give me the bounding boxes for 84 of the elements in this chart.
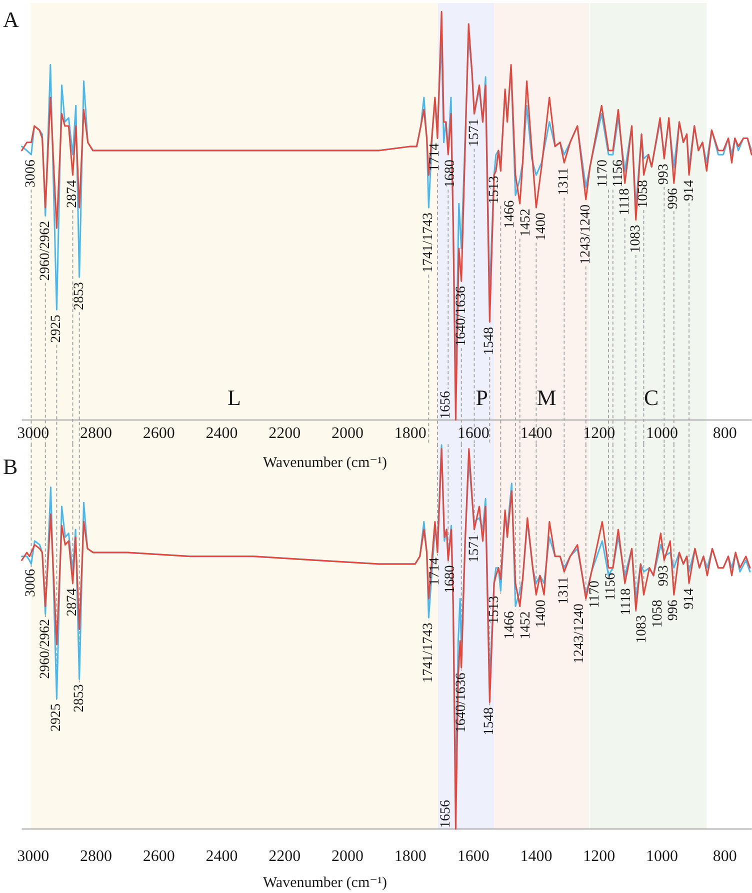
annotation: 1156	[611, 160, 626, 188]
x-tick-label: 1600	[457, 425, 490, 442]
annotation: 2853	[72, 684, 87, 712]
annotation: 996	[666, 600, 682, 621]
x-tick-label: 1000	[646, 425, 678, 442]
x-tick-label: 1400	[520, 848, 552, 865]
annotation: 1571	[466, 534, 482, 562]
annotation: 1058	[636, 180, 652, 208]
band-label: L	[227, 385, 241, 410]
annotation: 2853	[72, 282, 87, 310]
annotation: 2960/2962	[38, 220, 53, 281]
annotation: 1548	[482, 327, 498, 356]
annotation: 1400	[534, 600, 550, 628]
annotation: 993	[656, 164, 672, 185]
x-tick-label: 1800	[394, 848, 426, 865]
annotation: 1640/1636	[454, 286, 469, 346]
annotation: 1156	[603, 572, 618, 600]
x-tick-label: 2600	[142, 425, 175, 442]
annotation: 3006	[24, 160, 39, 188]
band-label: P	[476, 385, 488, 410]
x-tick-label: 2200	[268, 848, 301, 865]
band-label: C	[644, 385, 659, 410]
annotation: 1680	[443, 565, 458, 594]
band-label: M	[536, 385, 556, 410]
annotation: 1118	[619, 588, 634, 616]
annotation: 1548	[482, 707, 498, 736]
x-tick-label: 1200	[583, 848, 616, 865]
annotation: 1243/1240	[572, 604, 588, 664]
annotation: 1656	[438, 800, 454, 828]
annotation: 1571	[466, 118, 482, 147]
annotation: 1680	[443, 160, 458, 188]
x-tick-label: 1600	[457, 848, 490, 865]
annotation: 914	[682, 588, 697, 610]
chart-title: B	[3, 454, 18, 479]
annotation: 3006	[24, 569, 39, 598]
annotation: 1452	[518, 611, 534, 640]
annotation: 2925	[49, 314, 64, 343]
x-tick-label: 2400	[206, 848, 238, 865]
x-tick-label: 800	[712, 425, 737, 442]
chart-title: A	[3, 7, 19, 32]
annotation: 1714	[427, 558, 442, 586]
annotation: 1513	[487, 596, 502, 624]
annotation: 1452	[518, 208, 534, 237]
annotation: 1741/1743	[421, 622, 436, 683]
x-tick-label: 2600	[142, 848, 175, 865]
annotation: 996	[666, 188, 682, 210]
annotation: 1311	[556, 576, 572, 604]
x-tick-label: 1200	[583, 425, 616, 442]
annotation: 1714	[427, 143, 442, 172]
annotation: 1741/1743	[421, 212, 436, 273]
x-tick-label: 1800	[394, 425, 426, 442]
annotation: 2960/2962	[38, 618, 53, 679]
annotation: 1640/1636	[454, 672, 469, 733]
annotation: 2874	[65, 588, 80, 616]
annotation: 1466	[502, 200, 518, 228]
annotation: 1656	[438, 391, 454, 419]
annotation: 1311	[556, 168, 572, 196]
annotation: 1058	[650, 600, 666, 628]
x-tick-label: 2200	[268, 425, 301, 442]
annotation: 1083	[628, 224, 644, 253]
x-tick-label: 2800	[80, 848, 112, 865]
x-axis-title: Wavenumber (cm⁻¹)	[262, 875, 388, 891]
x-tick-label: 3000	[17, 848, 50, 865]
annotation: 1513	[487, 176, 502, 204]
annotation: 1170	[588, 580, 603, 608]
x-tick-label: 1400	[520, 425, 552, 442]
annotation: 2874	[65, 180, 80, 208]
x-tick-label: 2000	[332, 425, 364, 442]
x-axis-title: Wavenumber (cm⁻¹)	[262, 455, 388, 471]
x-tick-label: 2800	[80, 425, 112, 442]
annotation: 1170	[595, 160, 610, 188]
x-tick-label: 2400	[206, 425, 238, 442]
annotation: 2925	[49, 703, 64, 732]
x-tick-label: 800	[712, 848, 737, 865]
annotation: 1466	[502, 611, 518, 640]
x-tick-label: 3000	[17, 425, 50, 442]
annotation: 993	[656, 565, 672, 586]
x-tick-label: 1000	[646, 848, 678, 865]
annotation: 1083	[634, 615, 650, 644]
annotation: 1400	[534, 212, 550, 241]
annotation: 1243/1240	[578, 204, 594, 264]
x-tick-label: 2000	[332, 848, 364, 865]
annotation: 1118	[617, 188, 632, 216]
annotation: 914	[682, 180, 697, 202]
